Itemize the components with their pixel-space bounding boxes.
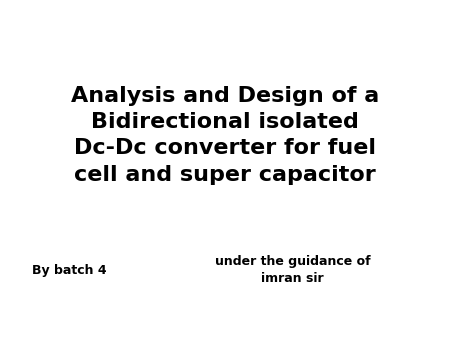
Text: Analysis and Design of a
Bidirectional isolated
Dc-Dc converter for fuel
cell an: Analysis and Design of a Bidirectional i… bbox=[71, 86, 379, 185]
Text: By batch 4: By batch 4 bbox=[32, 264, 106, 277]
Text: under the guidance of
imran sir: under the guidance of imran sir bbox=[215, 256, 370, 285]
